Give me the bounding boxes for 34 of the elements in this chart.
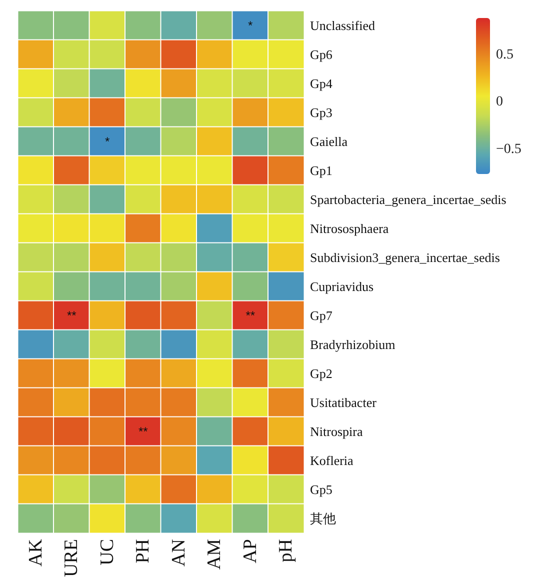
y-tick-label: Bradyrhizobium — [310, 337, 396, 352]
color-bar-label: 0 — [496, 94, 503, 110]
x-tick-label: PH — [132, 538, 154, 564]
x-tick-label: AK — [25, 538, 46, 566]
y-tick-label: Unclassified — [310, 18, 376, 33]
data-label: ** — [66, 308, 77, 322]
x-tick-label: AP — [240, 539, 261, 564]
y-tick-label: Gaiella — [310, 134, 348, 149]
y-tick-label: Gp3 — [310, 105, 332, 120]
y-tick-label: Gp1 — [310, 163, 332, 178]
x-tick-label: UC — [96, 539, 118, 566]
y-tick-label: Gp5 — [310, 482, 332, 497]
y-tick-label: Gp6 — [310, 47, 333, 62]
color-bar-label: −0.5 — [496, 142, 522, 157]
x-tick-label: AN — [168, 538, 190, 566]
color-bar-label: 0.5 — [496, 47, 514, 62]
data-label: * — [248, 18, 254, 32]
y-tick-label: Nitrososphaera — [310, 221, 389, 236]
y-tick-label: Gp2 — [310, 366, 332, 381]
x-tick-label: URE — [61, 539, 82, 577]
y-tick-label: Nitrospira — [310, 424, 363, 439]
y-tick-label: Spartobacteria_genera_incertae_sedis — [310, 192, 506, 207]
y-tick-label: Usitatibacter — [310, 395, 378, 410]
y-tick-label: 其他 — [310, 511, 336, 526]
x-tick-label: AM — [204, 538, 226, 570]
y-tick-label: Subdivision3_genera_incertae_sedis — [310, 250, 500, 265]
y-tick-label: Kofleria — [310, 453, 354, 468]
x-tick-label: pH — [276, 538, 297, 562]
data-label: ** — [138, 424, 148, 438]
data-label: * — [105, 134, 110, 148]
y-tick-label: Cupriavidus — [310, 279, 374, 294]
data-label: ** — [246, 308, 256, 322]
y-tick-label: Gp7 — [310, 308, 333, 323]
y-tick-label: Gp4 — [310, 76, 333, 91]
